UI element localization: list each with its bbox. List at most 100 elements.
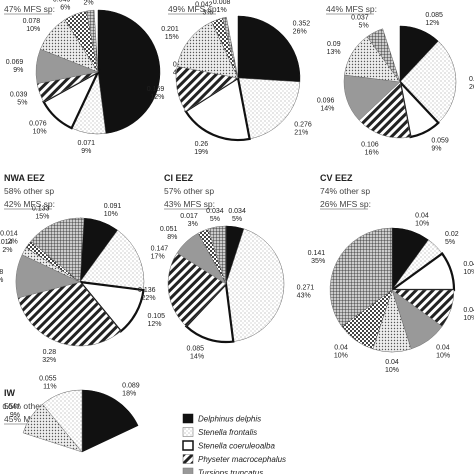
slice-label: 22% [142, 295, 156, 302]
slice-proportion: 0.069 [6, 59, 24, 66]
slice-label: 11% [0, 277, 3, 284]
slice-label: 5% [17, 99, 27, 106]
slice-proportion: 0.141 [308, 250, 326, 257]
slice-proportion: 0.096 [317, 97, 335, 104]
slice-proportion: 0.078 [23, 18, 41, 25]
slice-label: 19% [194, 149, 208, 156]
slice-proportion: 0.106 [361, 142, 379, 149]
slice-label: 11% [43, 383, 57, 390]
slice-proportion: 0.091 [104, 203, 122, 210]
slice [207, 225, 227, 285]
slice-label: 2% [8, 239, 18, 246]
slice [222, 16, 239, 79]
slice-label: 5% [445, 239, 455, 246]
legend-swatch [182, 467, 194, 474]
slice-proportion: 0.28 [43, 349, 57, 356]
legend-swatch [182, 440, 194, 451]
slice-label: 9% [10, 412, 20, 419]
slice-label: 10% [436, 353, 450, 360]
pie-title: CI EEZ [164, 173, 194, 183]
slice-label: 43% [297, 293, 311, 300]
slice [184, 76, 251, 142]
slice-label: 10% [33, 129, 47, 136]
slice [86, 9, 99, 73]
legend-swatch [182, 454, 194, 464]
slice-label: 10% [385, 367, 399, 374]
slice-label: 12% [150, 94, 164, 101]
legend-label: Delphinus delphis [198, 415, 261, 424]
pie-other: 55% other sp [4, 401, 54, 411]
slice [184, 281, 235, 344]
slice [42, 389, 83, 453]
slice-proportion: 0.014 [0, 239, 13, 246]
slice [237, 77, 301, 140]
slice-proportion: 0.047 [2, 404, 20, 411]
slice [399, 40, 457, 124]
slice-proportion: 0.02 [445, 231, 459, 238]
slice-label: 14% [320, 105, 334, 112]
slice-proportion: 0.076 [29, 121, 47, 128]
slice-label: 2% [2, 247, 12, 254]
slice-proportion: 0.105 [147, 313, 165, 320]
slice-proportion: 0.04 [334, 345, 348, 352]
slice-proportion: 0.276 [294, 122, 312, 129]
pie-mfs: 44% MFS sp: [326, 4, 377, 14]
pie-other: 57% other sp [164, 186, 214, 196]
pie-title: IW [4, 388, 16, 398]
pie-mfs: 26% MFS sp: [320, 199, 371, 209]
slice [97, 9, 161, 134]
slice-label: 10% [104, 211, 118, 218]
slice-label: 13% [327, 49, 341, 56]
slice-label: 5% [232, 216, 242, 223]
pie-mfs: 49% MFS sp: [168, 4, 219, 14]
slice-proportion: 0.051 [160, 226, 178, 233]
slice [167, 252, 227, 327]
slice-proportion: 0.034 [206, 208, 224, 215]
slice-label: 14% [190, 354, 204, 361]
pie-mfs: 43% MFS sp: [164, 199, 215, 209]
slice-label: 9% [81, 148, 91, 155]
slice-proportion: 0.147 [151, 245, 169, 252]
slice-proportion: 0.042 [195, 1, 213, 8]
legend-label: Physeter macrocephalus [198, 455, 286, 464]
slice-label: 12% [147, 321, 161, 328]
slice-label: 2% [84, 0, 94, 7]
slice [237, 15, 301, 83]
slice-label: 32% [42, 357, 56, 364]
slice-proportion: 0.159 [147, 86, 165, 93]
slice-label: 12% [425, 20, 439, 27]
pie-title: NWA EEZ [4, 173, 45, 183]
slice-label: 17% [151, 253, 165, 260]
slice-label: 8% [167, 234, 177, 241]
slice-label: 10% [26, 26, 40, 33]
slice-label: 26% [293, 29, 307, 36]
slice [176, 21, 239, 79]
legend-swatch [182, 413, 194, 424]
slice-label: 18% [122, 391, 136, 398]
slice-proportion: 0.049 [53, 0, 71, 3]
pie-mfs: 42% MFS sp: [4, 199, 55, 209]
slice [30, 217, 85, 283]
slice-label: 10% [415, 221, 429, 228]
legend-label: Stenella frontalis [198, 428, 257, 437]
slice-proportion: 0.085 [187, 346, 205, 353]
slice-proportion: 0.04 [463, 261, 474, 268]
slice-proportion: 0.271 [297, 285, 315, 292]
slice [81, 389, 139, 453]
slice-proportion: 0.201 [161, 26, 179, 33]
slice-proportion: 0.26 [195, 141, 209, 148]
pie-title: CV EEZ [320, 173, 353, 183]
slice-label: 6% [60, 4, 70, 11]
slice-label: 26% [469, 84, 474, 91]
slice-label: 10% [463, 269, 474, 276]
slice-label: 9% [431, 145, 441, 152]
slice-proportion: 0.352 [293, 21, 311, 28]
slice-label: 1% [217, 7, 227, 14]
slice-label: 3% [188, 221, 198, 228]
pie-other: 74% other sp [320, 186, 370, 196]
slice-proportion: 0.014 [0, 231, 18, 238]
slice-proportion: 0.017 [180, 213, 198, 220]
slice-proportion: 0.008 [213, 0, 231, 6]
